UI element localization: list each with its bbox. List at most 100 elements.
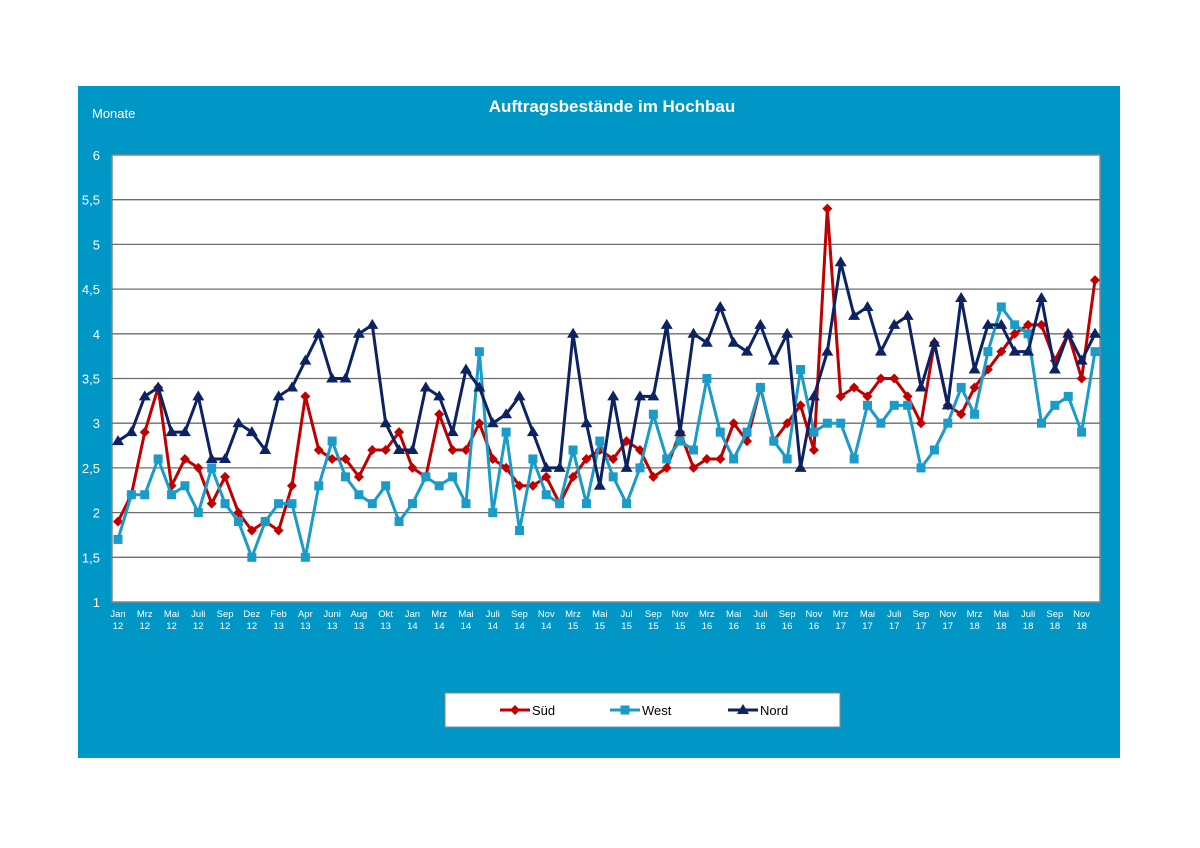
data-point: [272, 390, 285, 401]
data-point: [206, 498, 217, 509]
data-point: [861, 300, 874, 311]
data-point: [488, 508, 498, 518]
data-point: [782, 454, 792, 464]
legend-item-west: West: [610, 703, 672, 718]
x-tick-label: Juli: [753, 609, 767, 620]
data-point: [874, 345, 887, 356]
data-point: [688, 445, 698, 455]
data-point: [540, 461, 553, 472]
data-point: [353, 471, 364, 482]
data-point: [152, 381, 165, 392]
data-point: [541, 471, 552, 482]
data-point: [380, 445, 391, 456]
data-point: [915, 381, 928, 392]
x-tick-year: 15: [621, 621, 632, 632]
y-tick-label: 3,5: [82, 372, 100, 387]
data-point: [796, 365, 806, 375]
x-tick-label: Mrz: [833, 609, 849, 620]
data-point: [767, 354, 780, 365]
x-tick-label: Feb: [270, 609, 286, 620]
data-point: [956, 382, 966, 392]
data-point: [367, 499, 377, 509]
x-tick-year: 18: [969, 621, 980, 632]
data-point: [501, 427, 511, 437]
data-point: [354, 490, 364, 500]
x-tick-label: Mai: [726, 609, 741, 620]
x-tick-year: 12: [139, 621, 150, 632]
y-tick-label: 1: [93, 595, 100, 610]
data-point: [139, 427, 150, 438]
data-point: [849, 454, 859, 464]
data-point: [246, 525, 257, 536]
y-tick-label: 5,5: [82, 193, 100, 208]
data-point: [312, 327, 325, 338]
data-point: [1089, 327, 1101, 338]
x-tick-year: 16: [809, 621, 820, 632]
data-point: [461, 499, 471, 509]
data-point: [1076, 373, 1087, 384]
x-tick-year: 12: [247, 621, 258, 632]
data-point: [260, 517, 270, 527]
data-point: [943, 418, 953, 428]
data-point: [153, 454, 163, 464]
data-point: [648, 471, 659, 482]
data-point: [968, 363, 981, 374]
data-point: [448, 472, 458, 482]
data-point: [381, 481, 391, 491]
data-point: [352, 327, 365, 338]
data-point: [393, 444, 406, 455]
data-point: [126, 490, 136, 500]
data-point: [259, 444, 272, 455]
data-point: [327, 453, 338, 464]
data-point: [633, 390, 646, 401]
data-point: [1048, 363, 1061, 374]
data-point: [996, 302, 1006, 312]
data-point: [729, 454, 739, 464]
data-point: [995, 318, 1008, 329]
data-point: [795, 400, 806, 411]
data-point: [821, 345, 834, 356]
data-point: [581, 499, 591, 509]
data-point: [1035, 292, 1048, 303]
data-point: [1075, 354, 1088, 365]
y-tick-label: 4: [93, 327, 100, 342]
data-point: [687, 327, 700, 338]
data-point: [969, 382, 980, 393]
data-point: [140, 490, 150, 500]
data-point: [207, 463, 217, 473]
x-tick-label: Sep: [511, 609, 528, 620]
x-tick-year: 17: [889, 621, 900, 632]
data-point: [1090, 275, 1100, 286]
data-point: [688, 462, 699, 473]
data-point: [113, 534, 123, 544]
data-point: [996, 346, 1007, 357]
x-tick-year: 12: [220, 621, 231, 632]
x-tick-year: 14: [514, 621, 525, 632]
data-point: [876, 418, 886, 428]
data-point: [327, 436, 337, 446]
data-point: [474, 347, 484, 357]
data-point: [955, 292, 968, 303]
data-point: [769, 436, 779, 446]
data-point: [1036, 319, 1047, 330]
legend-label: Süd: [532, 703, 555, 718]
x-tick-label: Mrz: [565, 609, 581, 620]
data-point: [608, 453, 619, 464]
x-tick-label: Okt: [378, 609, 393, 620]
x-tick-label: Nov: [672, 609, 689, 620]
data-point: [648, 409, 658, 419]
data-point: [394, 427, 405, 438]
x-tick-year: 15: [675, 621, 686, 632]
x-tick-label: Jan: [110, 609, 125, 620]
x-tick-year: 17: [862, 621, 873, 632]
x-tick-label: Juli: [887, 609, 901, 620]
data-point: [862, 391, 873, 402]
data-point: [674, 426, 687, 437]
data-point: [916, 463, 926, 473]
x-tick-label: Juli: [1021, 609, 1035, 620]
x-tick-year: 15: [568, 621, 579, 632]
x-tick-label: Sep: [1046, 609, 1063, 620]
data-point: [794, 461, 807, 472]
x-tick-year: 18: [996, 621, 1007, 632]
data-point: [340, 453, 351, 464]
